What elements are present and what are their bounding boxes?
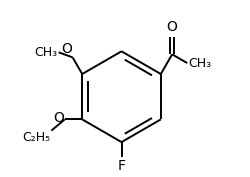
Text: F: F xyxy=(118,159,126,173)
Text: CH₃: CH₃ xyxy=(188,57,211,70)
Text: CH₃: CH₃ xyxy=(35,46,58,59)
Text: C₂H₅: C₂H₅ xyxy=(22,132,50,144)
Text: O: O xyxy=(61,42,72,56)
Text: O: O xyxy=(167,20,177,34)
Text: O: O xyxy=(53,111,64,125)
